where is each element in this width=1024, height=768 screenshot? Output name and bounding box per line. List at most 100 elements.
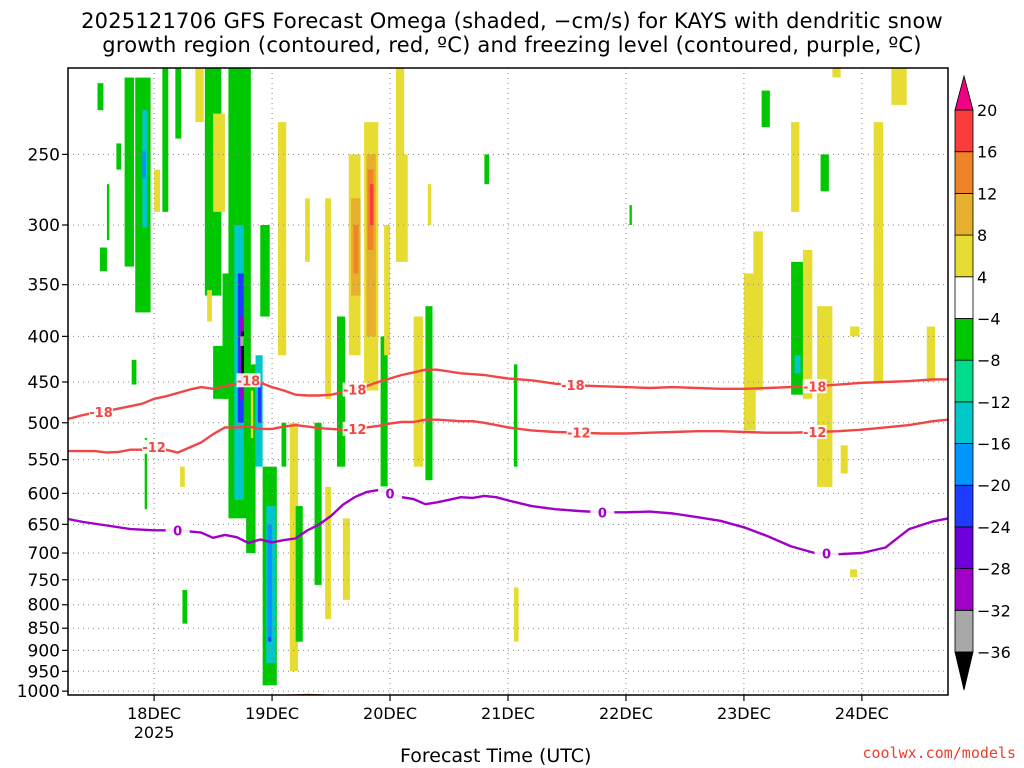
- colorbar-swatch-12: [954, 109, 974, 153]
- contour-0: [67, 488, 949, 556]
- y-tick-label-750: 750: [28, 571, 60, 591]
- contour-label--12-0: -12: [142, 441, 166, 456]
- x-tick-label-0-0: 18DEC: [127, 704, 181, 723]
- colorbar-label-2: −28: [977, 560, 1011, 579]
- colorbar-swatch-10: [954, 192, 974, 236]
- omega-shading: [97, 68, 936, 686]
- colorbar-swatch-3: [954, 484, 974, 528]
- contour-label-bg-0-1: [378, 486, 403, 501]
- colorbar-label-10: 8: [977, 226, 987, 245]
- omega-cell-60: [484, 154, 490, 185]
- contour--12: [68, 418, 949, 454]
- y-tick-label-800: 800: [28, 596, 60, 616]
- omega-cell-0: [97, 83, 104, 111]
- omega-cell-1: [99, 247, 107, 272]
- omega-cell-65: [753, 231, 763, 391]
- source-credit[interactable]: coolwx.com/models: [862, 744, 1016, 762]
- omega-cell-11: [162, 68, 169, 212]
- omega-cell-20: [222, 273, 231, 399]
- omega-cell-56: [401, 154, 408, 262]
- y-tick-label-500: 500: [28, 414, 60, 434]
- contour-label-bg--18-1: [236, 373, 261, 388]
- colorbar-label-8: −4: [977, 309, 1001, 328]
- x-tick-label-6-0: 24DEC: [835, 704, 889, 723]
- omega-cell-57: [413, 316, 424, 467]
- colorbar-swatch-6: [954, 359, 974, 403]
- omega-cell-13: [180, 466, 185, 487]
- colorbar-label-7: −8: [977, 351, 1001, 370]
- omega-cell-63: [629, 205, 632, 225]
- contour-label-0-3: 0: [822, 548, 831, 563]
- omega-cell-42: [325, 198, 332, 399]
- colorbar-label-9: 4: [977, 268, 987, 287]
- colorbar-swatch-0: [954, 609, 974, 653]
- omega-cell-34: [267, 524, 273, 642]
- colorbar-bottom-arrow: [954, 651, 974, 691]
- contour-label--12-2: -12: [567, 427, 591, 442]
- contour-label-bg--18-0: [89, 404, 114, 419]
- omega-cell-76: [850, 326, 860, 337]
- omega-cell-70: [802, 249, 813, 399]
- colorbar-top-arrow: [954, 74, 974, 111]
- axes: 2503003504004505005506006507007508008509…: [17, 67, 949, 742]
- colorbar-swatch-7: [954, 318, 974, 361]
- omega-cell-31: [260, 224, 270, 317]
- omega-cell-66: [761, 90, 770, 128]
- y-tick-label-900: 900: [28, 641, 60, 661]
- chart-title-line-1: 2025121706 GFS Forecast Omega (shaded, −…: [81, 9, 943, 33]
- omega-cell-35: [268, 637, 271, 642]
- omega-cell-69: [794, 355, 801, 374]
- colorbar-swatch-8: [954, 276, 974, 319]
- y-tick-label-1000: 1000: [17, 682, 60, 702]
- omega-cell-38: [289, 422, 299, 672]
- colorbar-label-1: −32: [977, 601, 1011, 620]
- omega-cell-10: [154, 169, 161, 212]
- omega-cell-58: [425, 306, 433, 481]
- contour-label--12-1: -12: [343, 423, 367, 438]
- colorbar-label-0: −36: [977, 643, 1011, 662]
- omega-cell-79: [926, 326, 936, 382]
- colorbar-label-13: 20: [977, 101, 997, 120]
- contour-label--12-3: -12: [803, 426, 827, 441]
- x-tick-label-2-0: 20DEC: [363, 704, 417, 723]
- contour-label-0-1: 0: [386, 487, 395, 502]
- contour-label-bg--12-0: [142, 439, 167, 454]
- colorbar-label-3: −24: [977, 518, 1011, 537]
- contour-label-bg--18-3: [560, 377, 585, 392]
- omega-cell-41: [314, 422, 322, 585]
- contour-labels: -18 -18 -18 -18 -18 -12 -12 -12 -12 0 0 0 0: [89, 373, 839, 563]
- colorbar-label-5: −16: [977, 435, 1011, 454]
- colorbar-label-4: −20: [977, 476, 1011, 495]
- y-tick-label-400: 400: [28, 327, 60, 347]
- colorbar: −36 −32 −28 −24 −20 −16 −12 −8 −4 4 8 12 16 20: [954, 74, 1011, 691]
- omega-cell-71: [820, 154, 829, 192]
- y-tick-label-650: 650: [28, 515, 60, 535]
- contour-label-bg--12-3: [802, 424, 827, 439]
- x-tick-label-1-0: 19DEC: [245, 704, 299, 723]
- y-tick-label-600: 600: [28, 484, 60, 504]
- omega-cell-26: [240, 336, 244, 346]
- contour-label-bg--18-4: [802, 379, 827, 394]
- omega-cell-77: [873, 122, 884, 382]
- omega-cell-72: [817, 306, 833, 487]
- contour-label-bg--12-2: [566, 425, 591, 440]
- contour-label--18-2: -18: [343, 384, 367, 399]
- contour-label-bg-0-2: [590, 505, 615, 520]
- contour-label-bg--18-2: [342, 382, 367, 397]
- omega-cell-62: [513, 587, 519, 642]
- contour-label-bg-0-3: [814, 546, 839, 561]
- omega-cell-55: [395, 68, 405, 262]
- omega-cell-74: [840, 445, 848, 474]
- omega-cell-17: [207, 290, 212, 322]
- omega-cell-28: [250, 390, 254, 438]
- omega-cell-53: [380, 336, 388, 494]
- y-tick-label-250: 250: [28, 145, 60, 165]
- contour-label-bg-0-0: [165, 523, 190, 538]
- omega-cell-59: [427, 184, 432, 225]
- omega-cell-25: [241, 331, 244, 382]
- omega-cell-54: [384, 224, 391, 356]
- omega-cell-37: [281, 422, 287, 467]
- omega-cell-27: [246, 364, 256, 554]
- contour-label-bg--12-1: [342, 421, 367, 436]
- omega-cell-78: [891, 68, 907, 105]
